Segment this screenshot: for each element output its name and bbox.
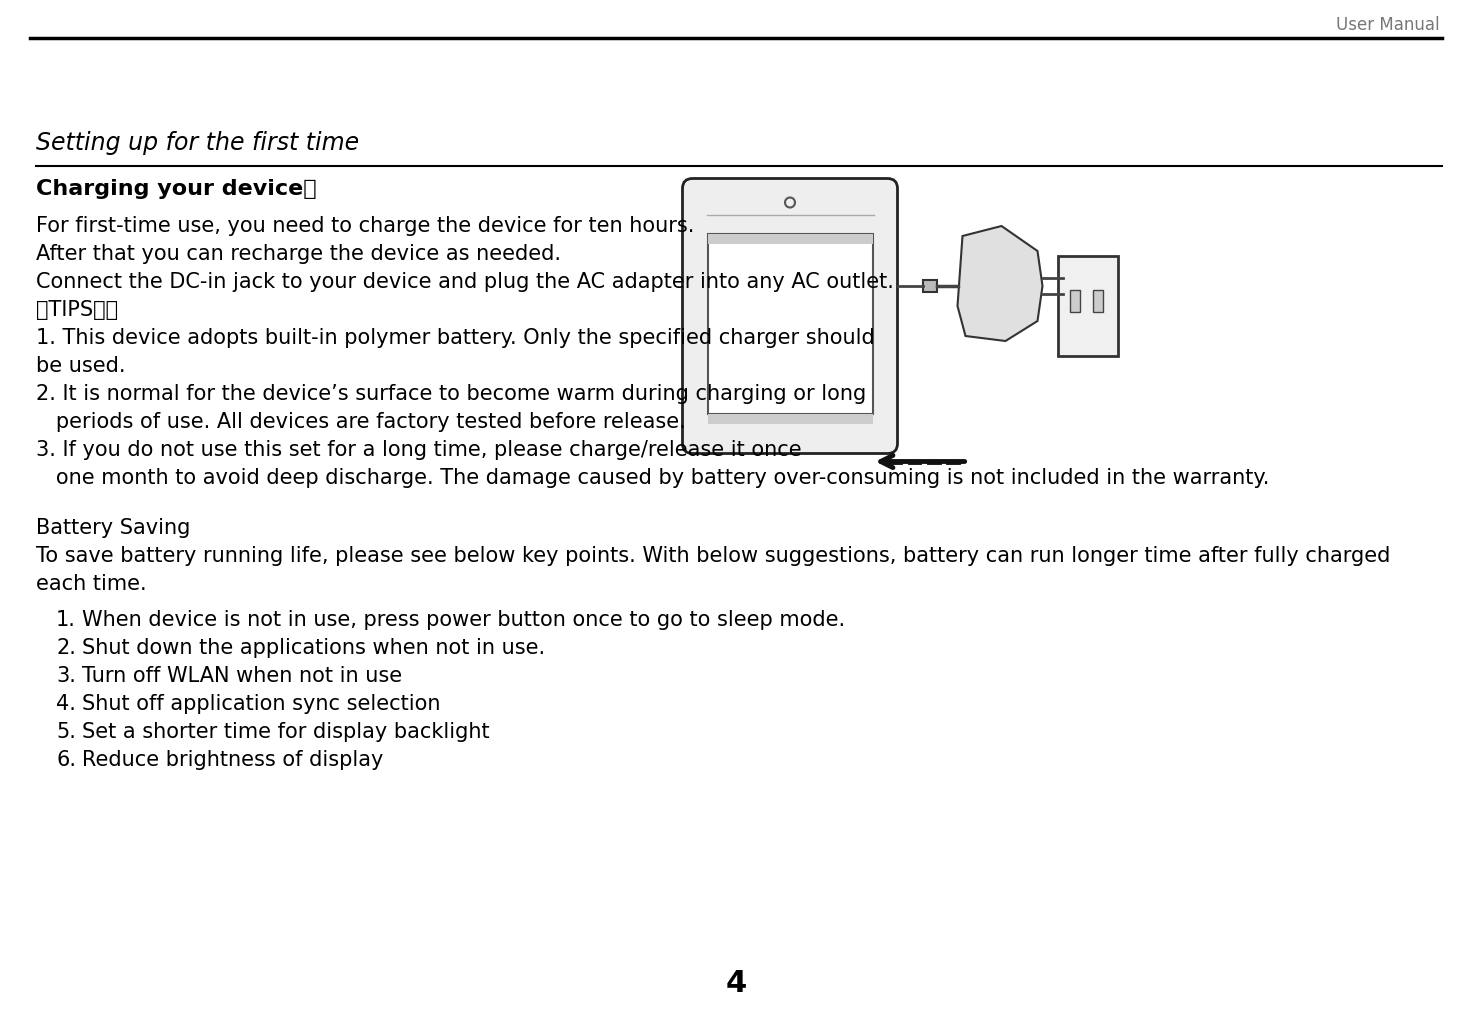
FancyBboxPatch shape [683,179,898,453]
Text: be used.: be used. [35,356,125,376]
Bar [708,234,873,413]
Text: Reduce brightness of display: Reduce brightness of display [82,750,383,770]
Text: 4.: 4. [56,694,77,714]
Text: Setting up for the first time: Setting up for the first time [35,131,359,155]
Text: Shut down the applications when not in use.: Shut down the applications when not in u… [82,638,545,658]
Polygon shape [957,226,1042,341]
Text: When device is not in use, press power button once to go to sleep mode.: When device is not in use, press power b… [82,610,845,630]
Text: 5.: 5. [56,722,77,742]
Text: User Manual: User Manual [1337,16,1440,34]
Text: 3.: 3. [56,666,77,686]
Text: Charging your device：: Charging your device： [35,179,316,199]
Text: 6.: 6. [56,750,77,770]
Text: 2.: 2. [56,638,77,658]
Text: 2. It is normal for the device’s surface to become warm during charging or long: 2. It is normal for the device’s surface… [35,384,866,404]
Text: one month to avoid deep discharge. The damage caused by battery over-consuming i: one month to avoid deep discharge. The d… [35,468,1269,488]
Text: Battery Saving: Battery Saving [35,518,190,538]
Text: 【TIPS】：: 【TIPS】： [35,300,118,320]
Bar [1092,290,1103,312]
Bar [923,280,936,292]
Bar [708,234,873,243]
Bar [1070,290,1079,312]
Text: 1.: 1. [56,610,77,630]
Text: After that you can recharge the device as needed.: After that you can recharge the device a… [35,244,561,264]
Text: Turn off WLAN when not in use: Turn off WLAN when not in use [82,666,402,686]
Text: To save battery running life, please see below key points. With below suggestion: To save battery running life, please see… [35,546,1391,566]
Text: Connect the DC-in jack to your device and plug the AC adapter into any AC outlet: Connect the DC-in jack to your device an… [35,272,894,292]
Text: Shut off application sync selection: Shut off application sync selection [82,694,440,714]
Text: 4: 4 [726,969,746,998]
Text: 3. If you do not use this set for a long time, please charge/release it once: 3. If you do not use this set for a long… [35,440,802,460]
Text: 1. This device adopts built-in polymer battery. Only the specified charger shoul: 1. This device adopts built-in polymer b… [35,328,874,348]
Text: each time.: each time. [35,574,147,594]
Text: Set a shorter time for display backlight: Set a shorter time for display backlight [82,722,490,742]
Bar [708,413,873,424]
Bar [1057,256,1117,356]
Text: periods of use. All devices are factory tested before release.: periods of use. All devices are factory … [35,412,686,432]
Text: For first-time use, you need to charge the device for ten hours.: For first-time use, you need to charge t… [35,216,695,236]
